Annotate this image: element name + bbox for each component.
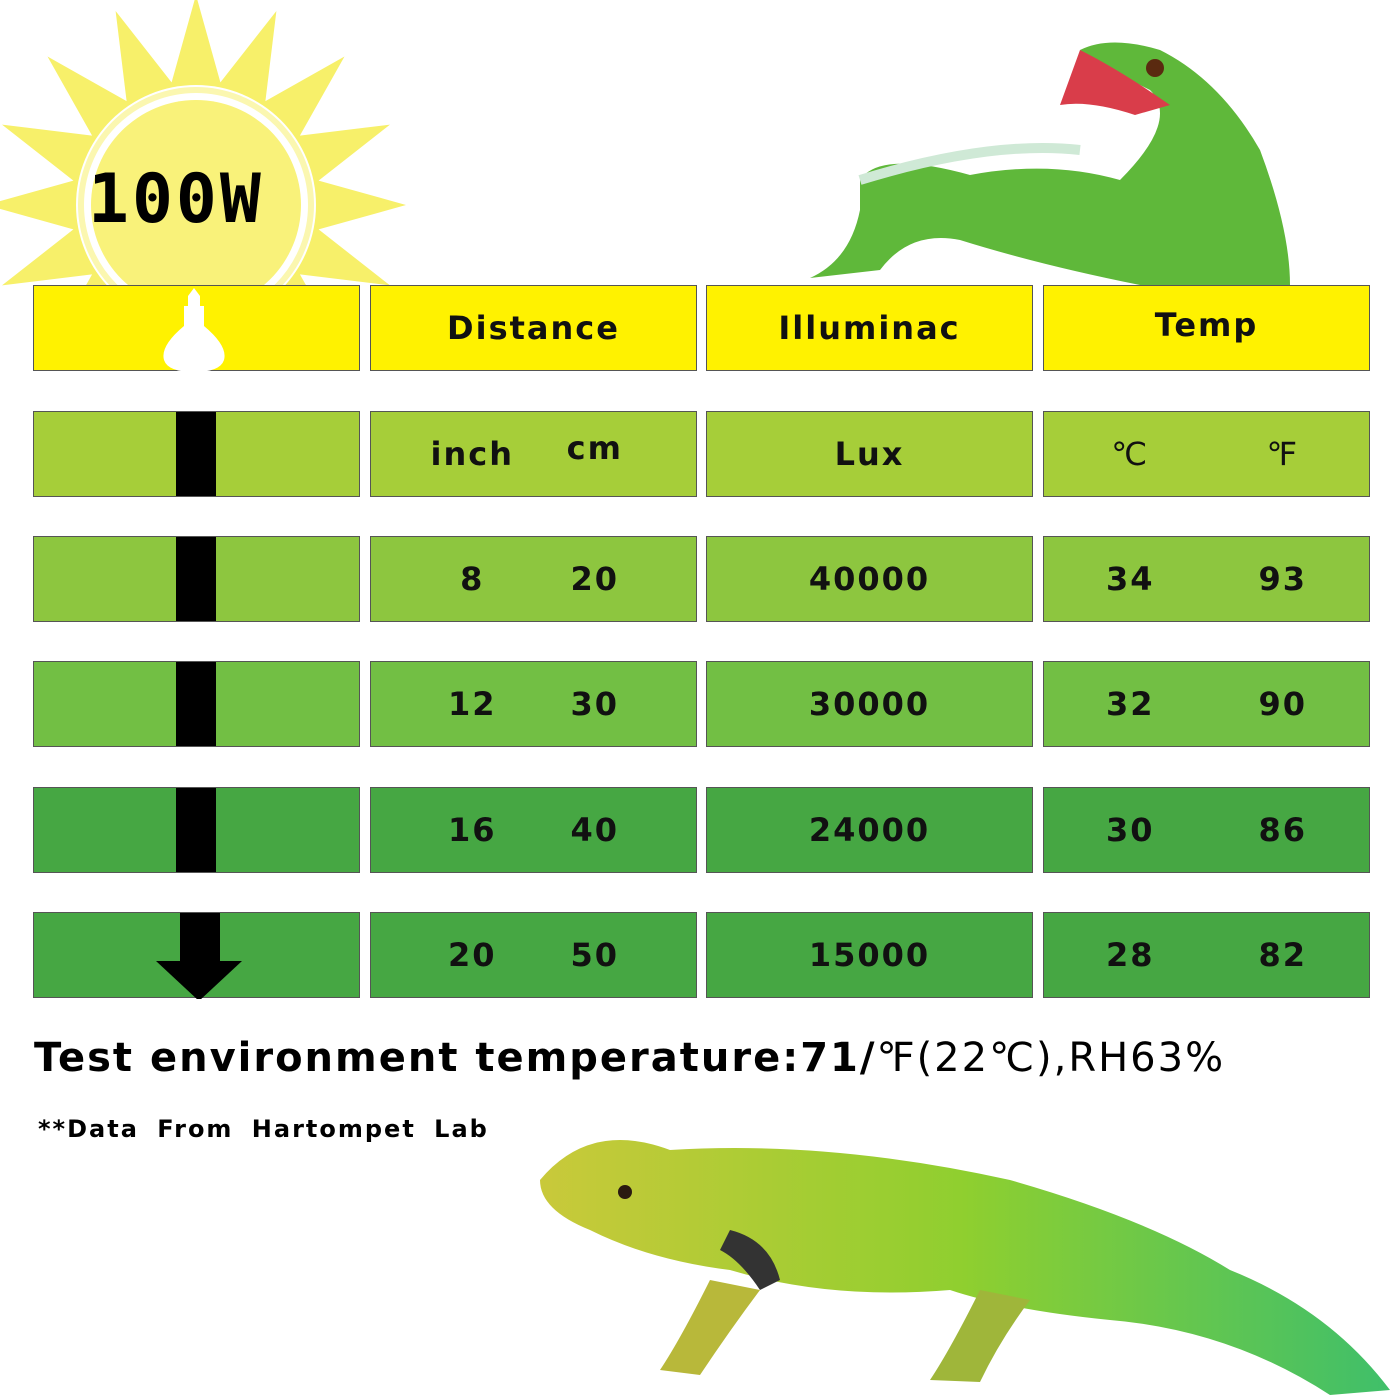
fahrenheit-value: 90 <box>1258 685 1308 723</box>
temp-cell: 32 90 <box>1043 661 1370 747</box>
unit-celsius: ℃ <box>1111 435 1150 473</box>
fahrenheit-value: 82 <box>1258 936 1308 974</box>
unit-lux: Lux <box>834 435 905 473</box>
unit-inch: inch <box>430 435 514 473</box>
bulb-icon <box>163 288 225 372</box>
unit-fahrenheit: ℉ <box>1266 435 1299 473</box>
header-temp: Temp <box>1043 285 1370 371</box>
header-bulb-cell <box>33 285 360 372</box>
inch-value: 8 <box>460 560 485 598</box>
cm-value: 30 <box>570 685 620 723</box>
fahrenheit-value: 93 <box>1258 560 1308 598</box>
lux-cell: 24000 <box>706 787 1033 873</box>
indicator-cell <box>33 912 360 999</box>
env-bold: Test environment temperature:71/ <box>34 1035 877 1081</box>
distance-bar <box>176 662 216 746</box>
inch-value: 16 <box>447 811 497 849</box>
lux-cell: 30000 <box>706 661 1033 747</box>
cm-value: 50 <box>570 936 620 974</box>
distance-bar <box>176 537 216 621</box>
distance-cell: 8 20 <box>370 536 697 622</box>
lux-cell: 40000 <box>706 536 1033 622</box>
units-lux: Lux <box>706 411 1033 497</box>
unit-cm: cm <box>566 429 623 467</box>
inch-value: 12 <box>447 685 497 723</box>
cm-value: 40 <box>570 811 620 849</box>
lizard-image-bottom <box>540 1140 1390 1395</box>
temp-cell: 30 86 <box>1043 787 1370 873</box>
indicator-cell <box>33 787 360 873</box>
distance-bar <box>176 788 216 872</box>
column-header: Distance <box>447 309 620 347</box>
lux-value: 30000 <box>808 685 931 723</box>
lux-cell: 15000 <box>706 912 1033 998</box>
cm-value: 20 <box>570 560 620 598</box>
sun-icon <box>0 0 406 290</box>
temp-cell: 28 82 <box>1043 912 1370 998</box>
lux-value: 15000 <box>808 936 931 974</box>
column-header: Illuminac <box>778 309 961 347</box>
lux-value: 40000 <box>808 560 931 598</box>
lux-value: 24000 <box>808 811 931 849</box>
header-illuminac: Illuminac <box>706 285 1033 371</box>
indicator-cell <box>33 536 360 622</box>
celsius-value: 34 <box>1105 560 1155 598</box>
temp-cell: 34 93 <box>1043 536 1370 622</box>
lizard-image-top <box>810 42 1290 285</box>
inch-value: 20 <box>447 936 497 974</box>
wattage-label: 100W <box>88 160 264 239</box>
distance-cell: 20 50 <box>370 912 697 998</box>
units-temp: ℃ ℉ <box>1043 411 1370 497</box>
fahrenheit-value: 86 <box>1258 811 1308 849</box>
distance-cell: 12 30 <box>370 661 697 747</box>
celsius-value: 28 <box>1105 936 1155 974</box>
celsius-value: 30 <box>1105 811 1155 849</box>
distance-bar <box>176 412 216 496</box>
celsius-value: 32 <box>1105 685 1155 723</box>
units-distance: inch cm <box>370 411 697 497</box>
data-source-text: **Data From Hartompet Lab <box>38 1115 489 1143</box>
indicator-cell <box>33 411 360 497</box>
test-environment-text: Test environment temperature:71/℉(22℃),R… <box>34 1035 1225 1081</box>
header-distance: Distance <box>370 285 697 371</box>
arrow-down-icon <box>156 913 242 999</box>
env-light: ℉(22℃),RH63% <box>876 1035 1226 1081</box>
column-header: Temp <box>1154 306 1259 344</box>
indicator-cell <box>33 661 360 747</box>
distance-cell: 16 40 <box>370 787 697 873</box>
